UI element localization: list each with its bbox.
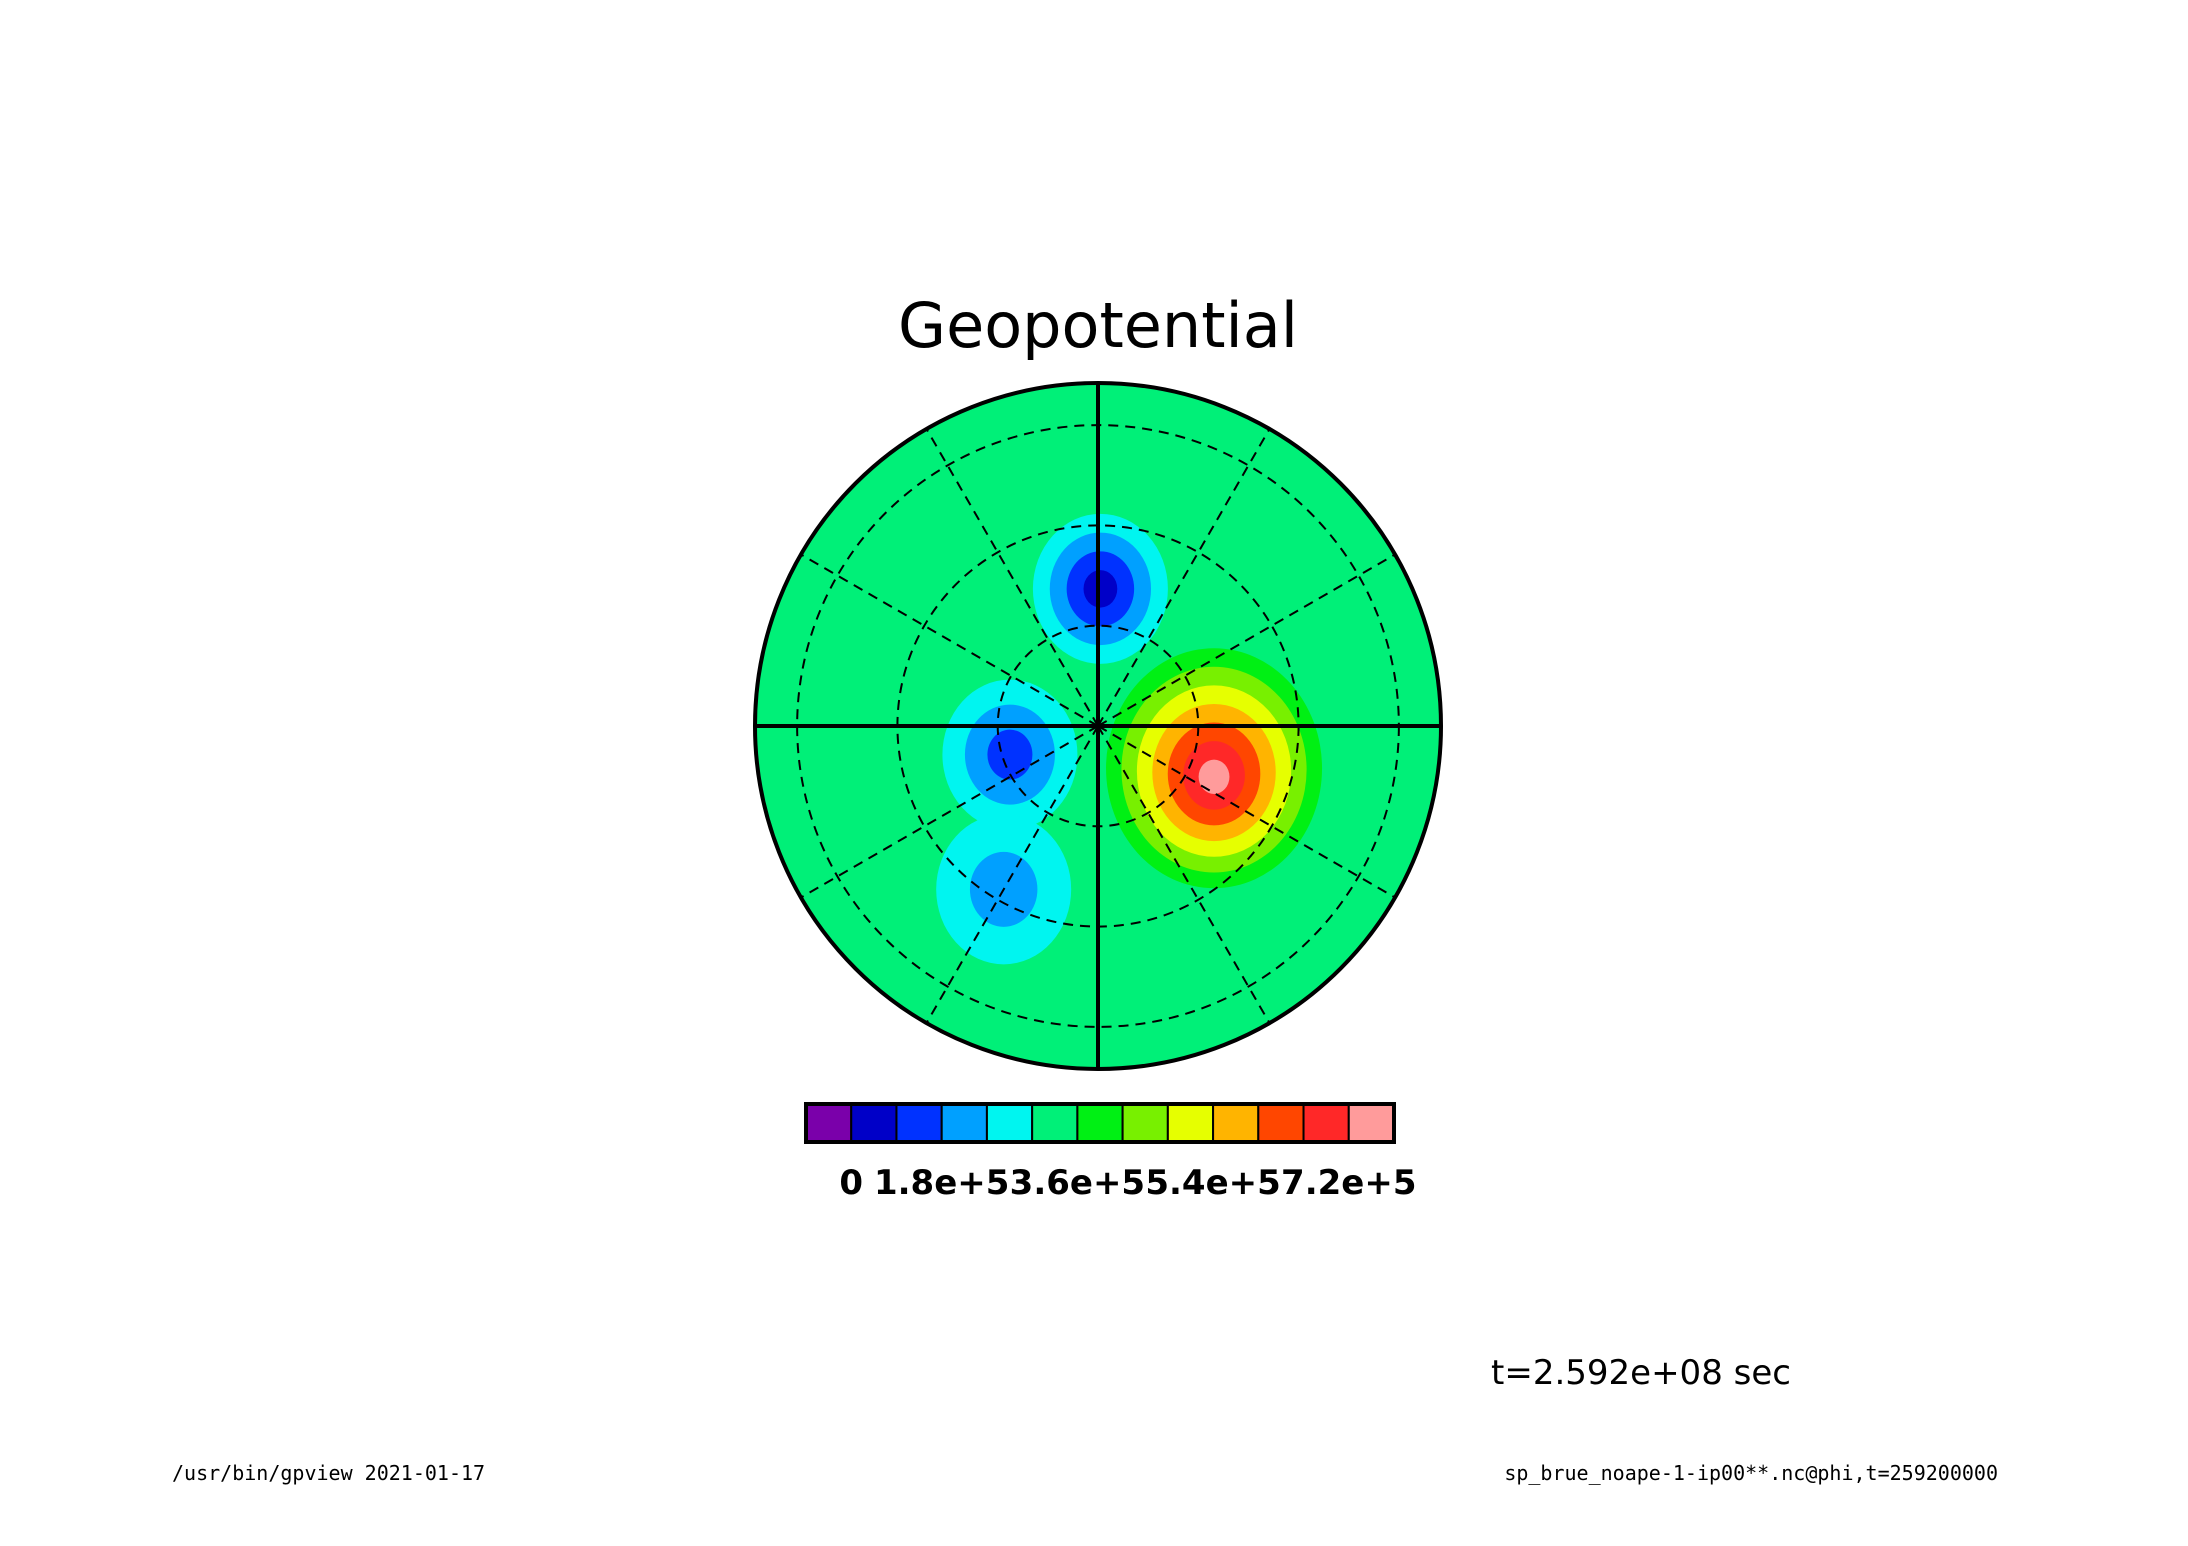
colorbar-tick-labels: 0 1.8e+5 3.6e+5 5.4e+5 7.2e+5 <box>839 1163 1416 1203</box>
colorbar-swatch <box>985 1103 1034 1143</box>
colorbar-swatch <box>1212 1103 1260 1143</box>
colorbar-swatch <box>805 1103 853 1143</box>
meridian-line <box>925 725 1099 1024</box>
field-low-2 <box>942 679 1078 830</box>
colorbar-swatch <box>1166 1103 1215 1143</box>
field-contour-band <box>987 729 1033 780</box>
field-contour-band <box>1083 570 1118 608</box>
meridian-line <box>1097 725 1396 899</box>
colorbar-swatch <box>1031 1103 1079 1143</box>
colorbar-swatch <box>1347 1103 1396 1143</box>
chart-title: Geopotential <box>898 289 1298 362</box>
polar-gridlines <box>755 383 1441 1069</box>
meridian-line <box>925 428 1099 727</box>
meridian-line <box>1097 725 1271 1024</box>
colorbar-tick-label: 5.4e+5 <box>1145 1163 1280 1203</box>
colorbar-tick-label: 0 <box>839 1163 863 1203</box>
colorbar <box>804 1102 1396 1144</box>
colorbar-swatch <box>1302 1103 1350 1143</box>
meridian-line <box>1097 553 1396 727</box>
colorbar-swatch <box>850 1103 898 1143</box>
colorbar-swatch <box>1121 1103 1169 1143</box>
meridian-line <box>1097 428 1271 727</box>
footer-source-file: sp_brue_noape-1-ip00**.nc@phi,t=25920000… <box>1504 1461 1998 1485</box>
field-high-0 <box>1106 648 1323 889</box>
colorbar-tick-label: 7.2e+5 <box>1281 1163 1416 1203</box>
colorbar-swatch <box>1076 1103 1124 1143</box>
footer-program-date: /usr/bin/gpview 2021-01-17 <box>172 1461 485 1485</box>
field-contour-band <box>1198 759 1230 794</box>
meridian-line <box>800 725 1099 899</box>
field-low-1 <box>1032 513 1168 664</box>
colorbar-frame <box>804 1102 1396 1144</box>
colorbar-swatch <box>895 1103 943 1143</box>
colorbar-swatch <box>940 1103 988 1143</box>
meridian-line <box>800 553 1099 727</box>
colorbar-swatch <box>1257 1103 1305 1143</box>
colorbar-tick-label: 1.8e+5 <box>874 1163 1009 1203</box>
polar-map-boundary <box>753 381 1443 1071</box>
time-label: t=2.592e+08 sec <box>1491 1353 1791 1393</box>
colorbar-tick-label: 3.6e+5 <box>1010 1163 1145 1203</box>
